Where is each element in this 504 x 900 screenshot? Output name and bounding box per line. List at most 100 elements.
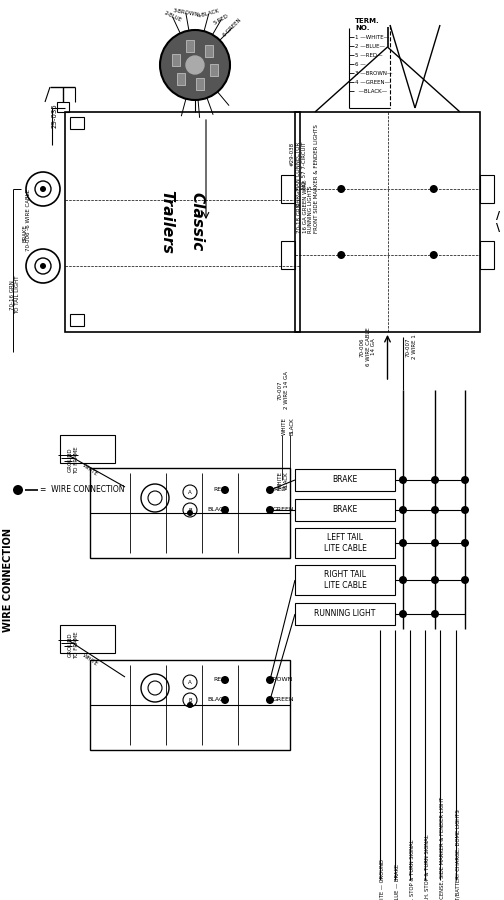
Text: BLUE — BRAKE: BLUE — BRAKE: [395, 863, 400, 900]
Circle shape: [13, 485, 23, 495]
Bar: [60, 435, 115, 463]
Text: WHITE: WHITE: [282, 417, 287, 435]
Bar: [295, 469, 395, 491]
Text: /
\: / \: [496, 212, 500, 233]
Text: 5-RED: 5-RED: [213, 13, 230, 25]
Text: BLACK/AUXILIARY/HOT/BATTERY CHARGE, DOME LIGHTS: BLACK/AUXILIARY/HOT/BATTERY CHARGE, DOME…: [456, 810, 461, 900]
Circle shape: [399, 476, 407, 484]
Circle shape: [186, 56, 204, 74]
Bar: [57, 102, 69, 112]
Text: RIGHT TAIL
LITE CABLE: RIGHT TAIL LITE CABLE: [324, 571, 366, 590]
Text: 5 —RED—: 5 —RED—: [355, 53, 383, 58]
Circle shape: [221, 676, 229, 684]
Bar: [70, 314, 84, 326]
Circle shape: [399, 610, 407, 618]
Circle shape: [430, 251, 438, 259]
Text: 29-035: 29-035: [52, 104, 58, 128]
Text: BRAKE: BRAKE: [23, 224, 28, 242]
Bar: [480, 175, 494, 203]
Circle shape: [431, 576, 439, 584]
Text: WHITE: WHITE: [81, 463, 99, 477]
Text: BROWN — R.H. STOP & TURN SIGNAL: BROWN — R.H. STOP & TURN SIGNAL: [425, 834, 430, 900]
Text: A: A: [188, 490, 192, 494]
Text: BLACK: BLACK: [207, 507, 227, 512]
Text: =  WIRE CONNECTION: = WIRE CONNECTION: [40, 485, 124, 494]
Bar: [295, 603, 395, 625]
Circle shape: [221, 506, 229, 514]
Bar: [480, 241, 494, 269]
Text: BLACK: BLACK: [290, 418, 295, 435]
Text: Trailers: Trailers: [159, 190, 174, 254]
Text: 2 —BLUE—: 2 —BLUE—: [355, 44, 385, 49]
Circle shape: [461, 539, 469, 547]
Text: TERM.: TERM.: [355, 18, 380, 24]
Circle shape: [399, 539, 407, 547]
Text: RED: RED: [273, 487, 286, 492]
Text: GREEN: GREEN: [273, 697, 295, 702]
Text: GROUND
TO FRAME: GROUND TO FRAME: [68, 446, 79, 473]
Text: 4-BLACK: 4-BLACK: [197, 8, 220, 19]
Circle shape: [160, 30, 230, 100]
Text: 70-18 GRN
16 GA GREEN WIRE
RUNNING LIGHTS
FRONT SIDE MARKER & FENDER LIGHTS: 70-18 GRN 16 GA GREEN WIRE RUNNING LIGHT…: [297, 124, 319, 233]
Text: 6-GREEN: 6-GREEN: [222, 17, 243, 38]
Text: 4 —GREEN—: 4 —GREEN—: [355, 80, 390, 85]
Text: 70-007
2 WIRE 14 GA: 70-007 2 WIRE 14 GA: [278, 371, 289, 409]
Text: A: A: [188, 680, 192, 685]
Bar: [186, 40, 194, 51]
Text: WHITE: WHITE: [81, 652, 99, 667]
Bar: [295, 499, 395, 521]
Text: 70-007
2 WIRE 1: 70-007 2 WIRE 1: [406, 335, 417, 359]
Text: GREEN: GREEN: [273, 507, 295, 512]
Text: WHITE — GROUND: WHITE — GROUND: [380, 859, 385, 900]
Text: BLACK: BLACK: [207, 697, 227, 702]
Circle shape: [187, 702, 193, 708]
Circle shape: [266, 696, 274, 704]
Bar: [70, 117, 84, 129]
Text: BROWN: BROWN: [268, 677, 292, 682]
Text: GROUND
TO FRAME: GROUND TO FRAME: [68, 631, 79, 659]
Circle shape: [40, 186, 46, 192]
Bar: [295, 565, 395, 595]
Text: Classic: Classic: [190, 193, 205, 252]
Circle shape: [266, 676, 274, 684]
Bar: [210, 64, 218, 76]
Circle shape: [221, 696, 229, 704]
Circle shape: [461, 476, 469, 484]
Circle shape: [399, 506, 407, 514]
Circle shape: [266, 486, 274, 494]
Text: GREEN — TAIL,RUNNING, LICENSE, SIDE MARKER & FENDER LIGHT: GREEN — TAIL,RUNNING, LICENSE, SIDE MARK…: [440, 796, 445, 900]
Bar: [205, 45, 213, 57]
Text: BRAKE: BRAKE: [332, 475, 358, 484]
Bar: [177, 73, 185, 86]
Text: 3-BROWN: 3-BROWN: [172, 8, 199, 18]
Text: B: B: [188, 698, 192, 703]
Text: RED — L.H. STOP & TURN SIGNAL: RED — L.H. STOP & TURN SIGNAL: [410, 839, 415, 900]
Bar: [281, 241, 295, 269]
Circle shape: [399, 576, 407, 584]
Text: WHITE
BLACK: WHITE BLACK: [278, 471, 288, 489]
Bar: [196, 78, 204, 90]
Circle shape: [40, 263, 46, 269]
Text: BRAKE: BRAKE: [332, 506, 358, 515]
Circle shape: [431, 539, 439, 547]
Circle shape: [266, 506, 274, 514]
Bar: [90, 660, 290, 750]
Bar: [60, 625, 115, 653]
Text: 2-BLUE: 2-BLUE: [163, 11, 182, 23]
Text: —BLACK—: —BLACK—: [355, 89, 387, 94]
Bar: [295, 528, 395, 558]
Circle shape: [431, 610, 439, 618]
Circle shape: [431, 506, 439, 514]
Circle shape: [430, 185, 438, 193]
Text: RED: RED: [213, 677, 226, 682]
Text: WIRE CONNECTION: WIRE CONNECTION: [3, 528, 13, 632]
Circle shape: [221, 486, 229, 494]
Text: NO.: NO.: [355, 25, 369, 31]
Text: 70-16 GRN
TO TAIL LIGHT: 70-16 GRN TO TAIL LIGHT: [10, 275, 20, 314]
Text: 70-006
6 WIRE CABLE
14 GA: 70-006 6 WIRE CABLE 14 GA: [360, 328, 376, 366]
Circle shape: [337, 185, 345, 193]
Circle shape: [461, 576, 469, 584]
Text: RUNNING LIGHT: RUNNING LIGHT: [314, 609, 375, 618]
Text: 6 —: 6 —: [355, 62, 366, 67]
Text: 1 —WHITE—: 1 —WHITE—: [355, 35, 389, 40]
